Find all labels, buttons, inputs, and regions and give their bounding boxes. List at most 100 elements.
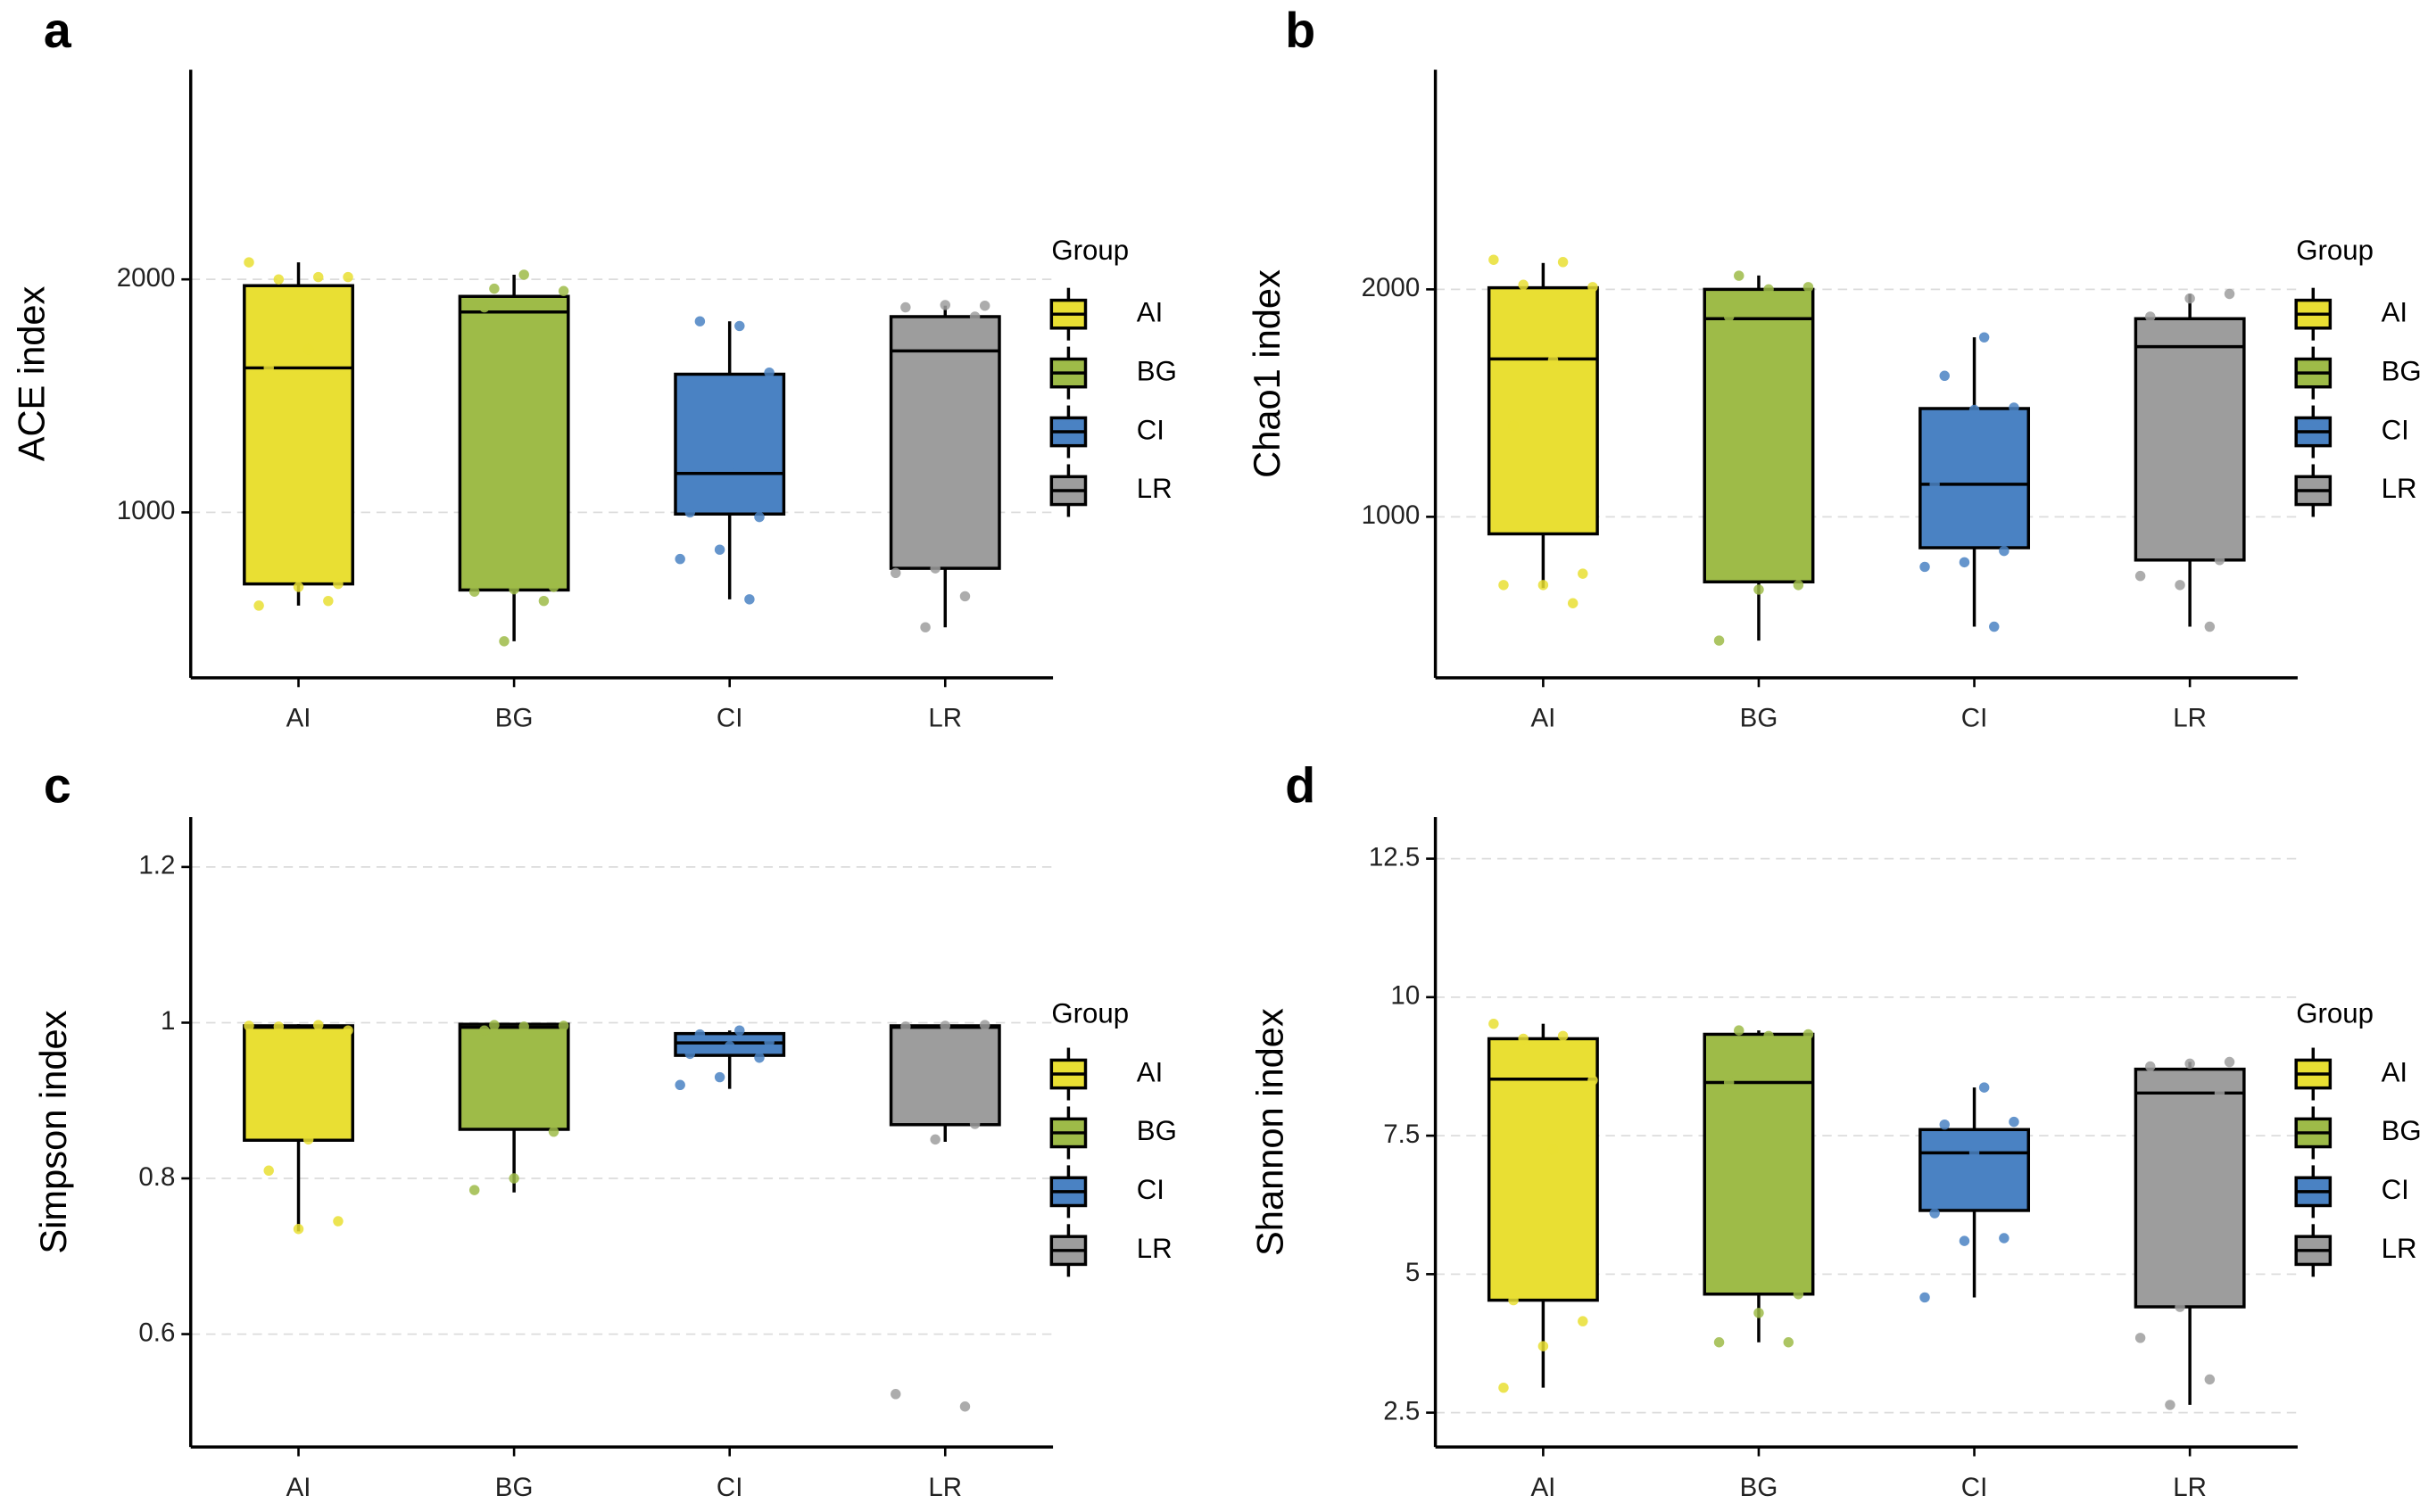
data-point (1919, 561, 1930, 573)
x-tick-label: AI (1530, 1473, 1555, 1502)
x-tick-label: CI (717, 1473, 743, 1502)
data-point (694, 1029, 706, 1040)
data-point (754, 511, 765, 523)
data-point (293, 582, 304, 592)
data-point (1723, 311, 1735, 322)
x-tick-label: LR (2173, 1473, 2207, 1502)
x-tick-label: CI (717, 704, 743, 733)
data-point (313, 1020, 324, 1030)
legend-label: BG (1137, 355, 1177, 386)
panel-label: b (1285, 3, 1315, 58)
data-point (468, 1185, 480, 1195)
data-point (479, 1025, 490, 1036)
data-point (489, 1020, 500, 1030)
data-point (1753, 584, 1764, 595)
data-point (675, 553, 685, 565)
x-tick-label: BG (495, 704, 534, 733)
data-point (518, 269, 529, 280)
box (2134, 317, 2246, 562)
legend-label: AI (2382, 1056, 2408, 1087)
x-tick-label: BG (1740, 704, 1778, 733)
data-point (734, 320, 745, 332)
box (458, 1022, 570, 1131)
data-point (2224, 288, 2235, 300)
data-point (1763, 1030, 1774, 1042)
legend-label: LR (1137, 473, 1173, 504)
y-axis-title: ACE index (11, 285, 53, 461)
data-point (1488, 254, 1499, 265)
data-point (244, 1020, 254, 1031)
data-point (548, 582, 559, 592)
x-tick-label: AI (286, 704, 311, 733)
legend-title: Group (1051, 997, 1129, 1029)
data-point (2175, 580, 2185, 591)
legend-label: AI (1137, 296, 1164, 327)
data-point (1793, 580, 1804, 591)
data-point (1713, 1337, 1725, 1348)
data-point (979, 1020, 990, 1030)
data-point (538, 595, 550, 607)
data-point (2145, 311, 2156, 322)
data-point (1999, 1233, 2010, 1243)
data-point (558, 1020, 569, 1031)
data-point (343, 271, 353, 283)
box (674, 372, 786, 516)
data-point (518, 1021, 529, 1032)
box (1918, 407, 2031, 549)
data-point (714, 1071, 725, 1083)
data-point (1929, 1208, 1940, 1219)
data-point (891, 1389, 901, 1400)
data-point (1537, 580, 1549, 591)
data-point (263, 362, 274, 374)
data-point (940, 300, 951, 310)
data-point (293, 1224, 304, 1235)
data-point (2134, 1333, 2146, 1343)
data-point (489, 283, 500, 294)
y-tick-label: 5 (1405, 1258, 1420, 1287)
panel-label: d (1285, 757, 1315, 813)
x-tick-label: LR (928, 1473, 962, 1502)
data-point (1959, 1235, 1970, 1246)
box (243, 284, 354, 586)
data-point (2145, 1061, 2156, 1072)
data-point (1968, 404, 1980, 416)
y-tick-label: 2000 (117, 263, 176, 293)
data-point (468, 586, 480, 597)
data-point (2009, 1116, 2019, 1128)
data-point (940, 1020, 951, 1031)
box (1918, 1128, 2031, 1212)
y-tick-label: 1000 (1362, 500, 1421, 530)
data-point (1547, 354, 1559, 366)
data-point (499, 636, 510, 647)
box (2134, 1067, 2246, 1309)
legend-label: CI (2382, 1174, 2409, 1205)
data-point (333, 1216, 344, 1227)
data-point (1518, 279, 1529, 291)
data-point (2184, 1058, 2195, 1070)
x-tick-label: BG (1740, 1473, 1778, 1502)
data-point (930, 1134, 941, 1145)
data-point (1793, 1289, 1804, 1300)
legend-label: BG (2382, 355, 2422, 386)
x-tick-label: AI (286, 1473, 311, 1502)
x-tick-label: CI (1961, 704, 1988, 733)
y-tick-label: 7.5 (1383, 1120, 1420, 1149)
data-point (1498, 580, 1509, 591)
y-tick-label: 0.8 (138, 1162, 175, 1192)
data-point (2204, 1374, 2216, 1385)
data-point (263, 1165, 274, 1177)
data-point (343, 1025, 353, 1036)
data-point (2204, 621, 2216, 632)
data-point (684, 1048, 696, 1060)
data-point (694, 316, 706, 326)
legend-title: Group (2296, 997, 2374, 1029)
data-point (1557, 1030, 1569, 1042)
data-point (1587, 282, 1598, 293)
data-point (302, 1134, 314, 1145)
data-point (1978, 332, 1990, 343)
data-point (1578, 568, 1588, 579)
data-point (244, 257, 254, 268)
data-point (900, 1021, 911, 1032)
